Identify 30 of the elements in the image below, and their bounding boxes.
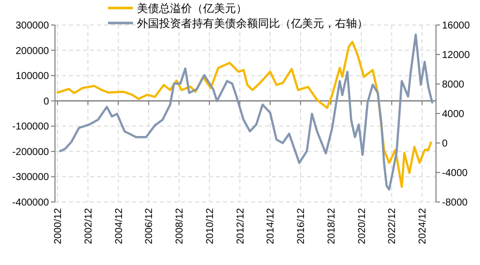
y-tick-label: -300000 [12,172,50,184]
y2-tick-label: -4000 [442,168,468,179]
x-tick-label: 2024/12 [418,208,429,244]
y2-tick-label: -8000 [442,198,468,208]
x-tick-label: 2008/12 [174,208,186,244]
y2-tick-label: 8000 [442,80,465,90]
x-tick-label: 2012/12 [235,208,246,244]
legend-label: 美债总溢价（亿美元） [137,2,247,15]
y-tick-label: 0 [43,96,50,108]
y-tick-label: 300000 [16,20,50,32]
x-tick-label: 2014/12 [266,208,277,244]
y-tick-label: 200000 [16,46,50,57]
y-tick-label: 100000 [16,71,50,82]
y2-tick-label: 16000 [442,20,470,32]
x-tick-label: 2002/12 [83,208,94,244]
y2-tick-label: 0 [442,138,448,150]
y-tick-label: -100000 [12,122,50,133]
x-tick-label: 2018/12 [326,208,338,244]
x-tick-label: 2006/12 [144,208,156,244]
x-tick-label: 2022/12 [387,208,398,244]
y-tick-label: -400000 [12,198,50,208]
y2-tick-label: 12000 [442,50,470,61]
x-tick-label: 2000/12 [53,208,64,244]
x-tick-label: 2016/12 [296,208,308,244]
x-tick-label: 2004/12 [114,208,125,244]
y2-tick-label: 4000 [442,109,465,120]
x-tick-label: 2020/12 [356,208,368,244]
y-tick-label: -200000 [12,146,50,158]
legend-label: 外国投资者持有美债余额同比（亿美元，右轴） [137,16,368,30]
x-tick-label: 2010/12 [204,208,216,244]
